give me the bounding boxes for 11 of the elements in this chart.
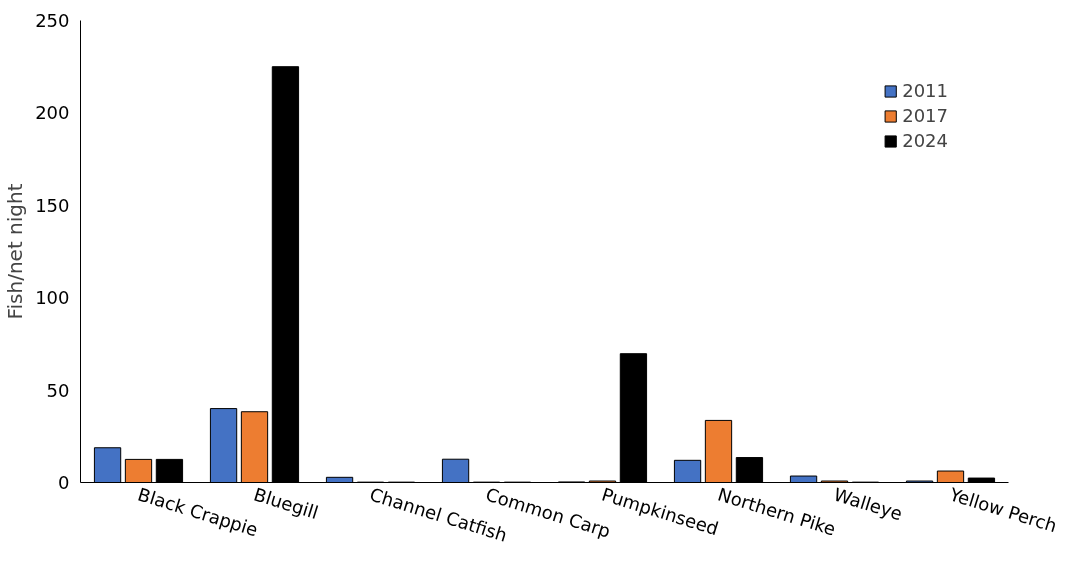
y-tick-label: 250	[35, 10, 70, 31]
y-tick-label: 200	[35, 102, 70, 124]
legend-label: 2017	[902, 105, 948, 126]
y-axis-title: Fish/net night	[3, 183, 28, 320]
y-tick-label: 50	[46, 379, 70, 401]
y-tick-label: 0	[58, 472, 70, 493]
y-tick-label: 100	[35, 287, 70, 309]
legend-label: 2024	[902, 130, 948, 151]
legend-label: 2011	[902, 80, 948, 101]
x-tick-label: Yellow Perch	[946, 483, 1060, 537]
y-tick-label: 150	[35, 194, 70, 216]
